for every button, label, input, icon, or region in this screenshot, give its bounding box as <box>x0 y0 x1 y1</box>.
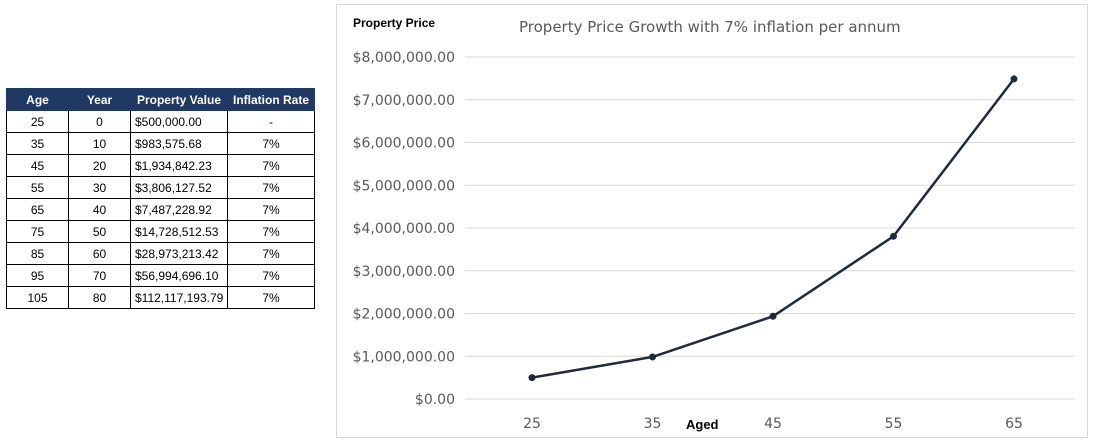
data-point <box>1010 75 1018 83</box>
y-tick-label: $8,000,000.00 <box>353 50 455 66</box>
cell-property-value: $56,994,696.10 <box>130 264 228 287</box>
chart-title: Property Price Growth with 7% inflation … <box>519 18 901 36</box>
line-chart: $0.00 $1,000,000.00 $2,000,000.00 $3,000,00… <box>353 50 1075 432</box>
cell-year: 70 <box>68 264 131 287</box>
cell-inflation-rate: 7% <box>227 264 315 287</box>
table-row: 25 0 $500,000.00- <box>6 110 315 133</box>
cell-year: 10 <box>68 132 131 155</box>
cell-inflation-rate: 7% <box>227 242 315 265</box>
cell-year: 50 <box>68 220 131 243</box>
y-tick-label: $4,000,000.00 <box>353 221 455 237</box>
table-row: 105 80 $112,117,193.79 7% <box>6 286 315 309</box>
cell-property-value: $7,487,228.92 <box>130 198 228 221</box>
cell-inflation-rate: 7% <box>227 220 315 243</box>
cell-property-value: $1,934,842.23 <box>130 154 228 177</box>
cell-year: 30 <box>68 176 131 199</box>
cell-age: 25 <box>6 110 69 133</box>
data-point <box>649 353 656 361</box>
y-tick-label: $7,000,000.00 <box>353 93 455 109</box>
cell-age: 95 <box>6 264 69 287</box>
cell-inflation-rate: - <box>227 110 315 133</box>
x-tick-label: 35 <box>644 416 662 432</box>
x-axis-title: Aged <box>686 417 719 432</box>
table-row: 95 70 $56,994,696.10 7% <box>6 264 315 287</box>
x-tick-label: 25 <box>523 416 541 432</box>
chart-area: $0.00 $1,000,000.00 $2,000,000.00 $3,000,00… <box>336 4 1088 438</box>
cell-year: 40 <box>68 198 131 221</box>
cell-inflation-rate: 7% <box>227 198 315 221</box>
cell-age: 55 <box>6 176 69 199</box>
y-tick-label: $0.00 <box>415 392 455 408</box>
cell-inflation-rate: 7% <box>227 154 315 177</box>
y-axis-title: Property Price <box>353 16 436 30</box>
cell-age: 75 <box>6 220 69 243</box>
header-inflation-rate: Inflation Rate <box>227 88 315 111</box>
cell-age: 35 <box>6 132 69 155</box>
table-row: 35 10 $983,575.68 7% <box>6 132 315 155</box>
table-header-row: Age Year Property Value Inflation Rate <box>6 88 315 111</box>
cell-age: 105 <box>6 286 69 309</box>
cell-year: 20 <box>68 154 131 177</box>
cell-year: 60 <box>68 242 131 265</box>
table-row: 65 40 $7,487,228.92 7% <box>6 198 315 221</box>
data-point <box>769 312 777 320</box>
cell-property-value: $112,117,193.79 <box>130 286 228 309</box>
table-row: 85 60 $28,973,213.42 7% <box>6 242 315 265</box>
header-age: Age <box>6 88 69 111</box>
y-tick-label: $1,000,000.00 <box>353 349 455 365</box>
cell-property-value: $14,728,512.53 <box>130 220 228 243</box>
cell-inflation-rate: 7% <box>227 176 315 199</box>
cell-inflation-rate: 7% <box>227 132 315 155</box>
cell-property-value: $500,000.00 <box>130 110 228 133</box>
data-point <box>890 232 897 240</box>
x-tick-label: 55 <box>885 416 903 432</box>
x-tick-label: 45 <box>764 416 782 432</box>
data-point <box>528 374 536 382</box>
cell-age: 45 <box>6 154 69 177</box>
cell-property-value: $983,575.68 <box>130 132 228 155</box>
cell-year: 0 <box>68 110 131 133</box>
cell-age: 85 <box>6 242 69 265</box>
cell-inflation-rate: 7% <box>227 286 315 309</box>
property-value-table: Age Year Property Value Inflation Rate 2… <box>6 88 315 309</box>
cell-year: 80 <box>68 286 131 309</box>
table-row: 45 20 $1,934,842.23 7% <box>6 154 315 177</box>
table-row: 55 30 $3,806,127.52 7% <box>6 176 315 199</box>
y-tick-label: $6,000,000.00 <box>353 136 455 152</box>
x-tick-label: 65 <box>1005 416 1023 432</box>
cell-property-value: $3,806,127.52 <box>130 176 228 199</box>
cell-property-value: $28,973,213.42 <box>130 242 228 265</box>
table-row: 75 50 $14,728,512.53 7% <box>6 220 315 243</box>
y-tick-label: $3,000,000.00 <box>353 264 455 280</box>
y-tick-label: $2,000,000.00 <box>353 307 455 323</box>
header-year: Year <box>68 88 131 111</box>
header-property-value: Property Value <box>130 88 228 111</box>
y-tick-label: $5,000,000.00 <box>353 178 455 194</box>
cell-age: 65 <box>6 198 69 221</box>
